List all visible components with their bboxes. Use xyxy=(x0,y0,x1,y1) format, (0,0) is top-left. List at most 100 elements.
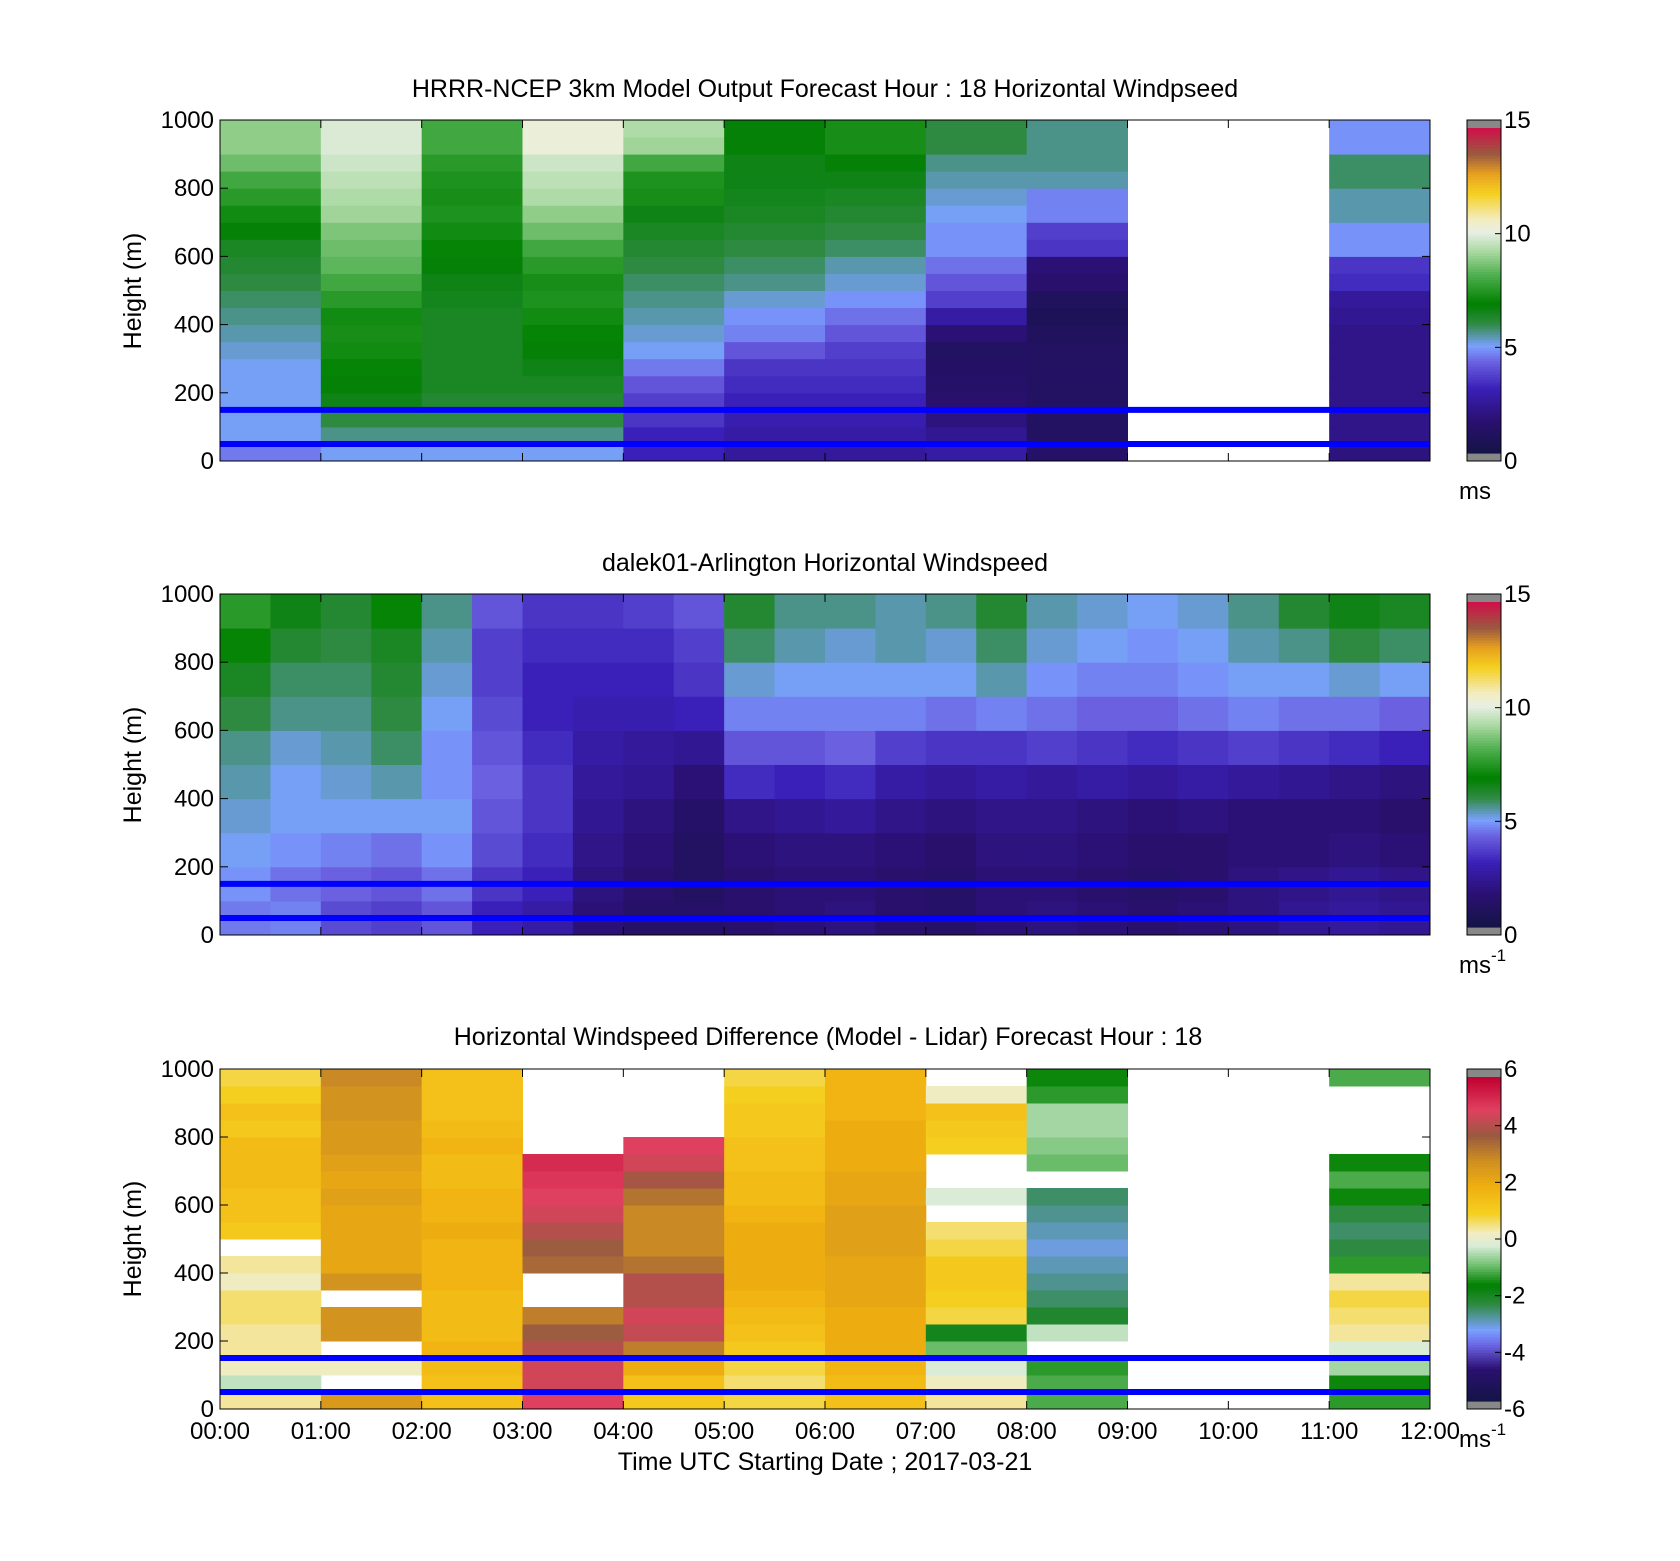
heatmap-cell xyxy=(320,798,372,834)
colorbar-swatch xyxy=(1467,1257,1501,1262)
colorbar-swatch xyxy=(1467,258,1501,262)
heatmap-cell xyxy=(673,662,725,697)
x-tick-label: 12:00 xyxy=(1400,1418,1460,1445)
heatmap-cell xyxy=(522,205,624,223)
heatmap-cell xyxy=(673,832,725,868)
heatmap-cell xyxy=(724,1222,826,1240)
heatmap-cell xyxy=(724,1103,826,1121)
heatmap-cell xyxy=(220,137,322,155)
heatmap-cell xyxy=(1026,1205,1128,1223)
colorbar-swatch xyxy=(1467,1209,1501,1213)
heatmap-cell xyxy=(724,1307,826,1325)
heatmap-cell xyxy=(1177,832,1229,868)
colorbar-swatch xyxy=(1467,843,1501,847)
colorbar-swatch xyxy=(1467,388,1501,392)
colorbar-swatch xyxy=(1467,767,1501,771)
heatmap-cell xyxy=(623,171,725,189)
heatmap-cell xyxy=(1329,1341,1430,1359)
heatmap-cell xyxy=(1077,798,1128,834)
heatmap-cell xyxy=(421,273,523,291)
heatmap-cell xyxy=(724,273,826,291)
colorbar-swatch xyxy=(1467,274,1501,278)
colorbar-swatch xyxy=(1467,295,1501,300)
heatmap-cell xyxy=(320,443,423,461)
heatmap-cell xyxy=(724,628,776,663)
heatmap-cell xyxy=(1379,662,1430,697)
colorbar-swatch xyxy=(1467,1376,1501,1380)
heatmap-cell xyxy=(623,1239,725,1257)
heatmap-cell xyxy=(522,832,574,868)
colorbar-swatch xyxy=(1467,1198,1501,1202)
panel-lidar-reference-lines xyxy=(220,880,1430,921)
heatmap-cell xyxy=(825,1171,927,1189)
colorbar-swatch xyxy=(1467,428,1501,432)
colorbar-swatch xyxy=(1467,363,1501,367)
colorbar-swatch xyxy=(1467,198,1501,202)
heatmap-cell xyxy=(1026,1239,1128,1257)
colorbar-swatch xyxy=(1467,263,1501,267)
heatmap-cell xyxy=(522,1239,624,1257)
heatmap-cell xyxy=(925,443,1028,461)
heatmap-cell xyxy=(1026,205,1128,223)
heatmap-cell xyxy=(774,798,826,834)
heatmap-cell xyxy=(1329,426,1430,445)
colorbar-swatch xyxy=(1467,1160,1501,1164)
colorbar-swatch xyxy=(1467,187,1501,191)
heatmap-cell xyxy=(220,409,322,428)
heatmap-cell xyxy=(1026,1103,1128,1121)
colorbar-swatch xyxy=(1467,710,1501,714)
heatmap-cell xyxy=(421,1086,523,1104)
colorbar-swatch xyxy=(1467,723,1501,728)
heatmap-cell xyxy=(623,307,725,326)
heatmap-cell xyxy=(220,1205,322,1223)
colorbar-swatch xyxy=(1467,239,1501,243)
colorbar-swatch xyxy=(1467,637,1501,641)
heatmap-cell xyxy=(825,188,927,206)
heatmap-cell xyxy=(421,1375,523,1393)
colorbar-swatch xyxy=(1467,444,1501,449)
heatmap-cell xyxy=(421,341,523,360)
colorbar-swatch xyxy=(1467,165,1501,170)
heatmap-cell xyxy=(421,798,473,834)
heatmap-cell xyxy=(1329,205,1430,223)
colorbar-swatch xyxy=(1467,853,1501,858)
colorbar-swatch xyxy=(1467,1303,1501,1308)
colorbar-swatch xyxy=(1467,1263,1501,1267)
colorbar-swatch xyxy=(1467,1185,1501,1189)
heatmap-cell xyxy=(1026,594,1078,629)
heatmap-cell xyxy=(220,730,271,765)
heatmap-cell xyxy=(320,1324,423,1342)
heatmap-cell xyxy=(1127,832,1179,868)
colorbar-swatch xyxy=(1467,347,1501,351)
heatmap-cell xyxy=(320,324,423,343)
heatmap-cell xyxy=(925,764,977,800)
heatmap-cell xyxy=(1026,273,1128,291)
heatmap-cell xyxy=(623,730,675,765)
colorbar-swatch xyxy=(1467,653,1501,657)
colorbar-swatch xyxy=(1467,1390,1501,1394)
heatmap-cell xyxy=(925,154,1028,172)
colorbar-swatch xyxy=(1467,1379,1501,1383)
heatmap-cell xyxy=(623,341,725,360)
colorbar-swatch xyxy=(1467,1230,1501,1235)
heatmap-cell xyxy=(825,1307,927,1325)
heatmap-cell xyxy=(371,832,423,868)
colorbar-swatch xyxy=(1467,1330,1501,1335)
heatmap-cell xyxy=(976,662,1028,697)
colorbar-swatch xyxy=(1467,436,1501,441)
panel-model-ylabel: Height (m) xyxy=(119,233,147,350)
heatmap-cell xyxy=(925,137,1028,155)
colorbar-swatch xyxy=(1467,1357,1501,1362)
colorbar-swatch xyxy=(1467,810,1501,814)
heatmap-cell xyxy=(270,764,322,800)
heatmap-cell xyxy=(1026,1069,1128,1087)
colorbar-swatch xyxy=(1467,360,1501,365)
heatmap-cell xyxy=(320,222,423,240)
colorbar-swatch xyxy=(1467,1236,1501,1240)
heatmap-cell xyxy=(421,1222,523,1240)
colorbar-swatch xyxy=(1467,1220,1501,1224)
heatmap-cell xyxy=(371,594,423,629)
y-tick-label: 200 xyxy=(174,380,214,407)
heatmap-cell xyxy=(925,1120,1028,1138)
heatmap-cell xyxy=(270,662,322,697)
